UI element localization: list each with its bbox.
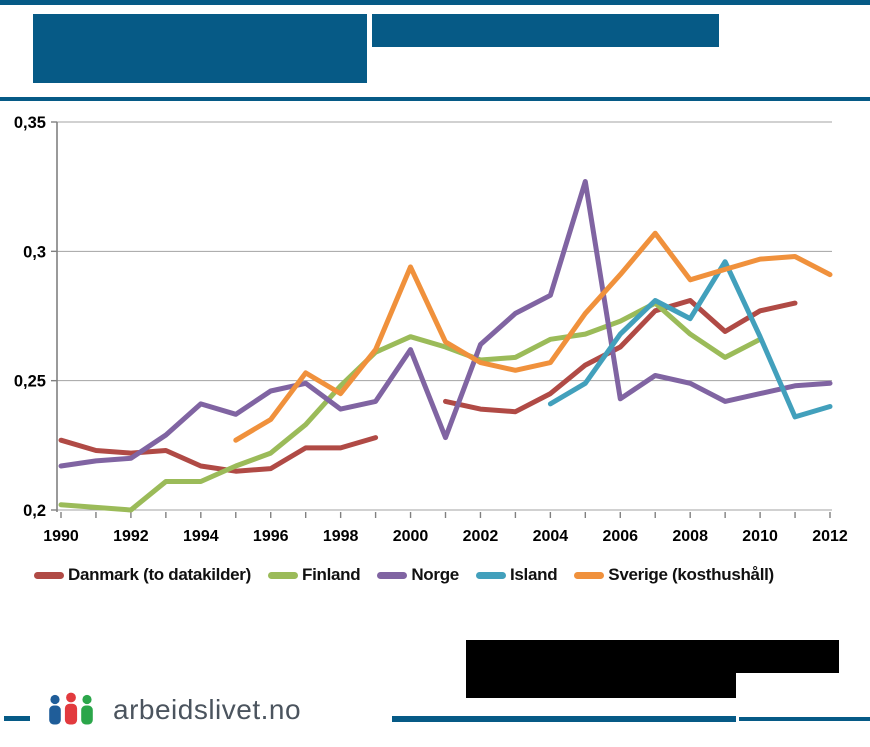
footer-divider-line-right xyxy=(739,717,870,721)
x-tick-label: 1998 xyxy=(323,528,359,545)
legend-swatch xyxy=(377,571,408,579)
legend-label: Sverige (kosthushåll) xyxy=(608,565,774,584)
legend-label: Island xyxy=(509,565,558,584)
legend-item-island: Island xyxy=(475,565,558,585)
legend-label: Danmark (to datakilder) xyxy=(68,565,251,584)
series-line-island xyxy=(547,259,833,420)
x-tick-label: 2012 xyxy=(812,528,848,545)
y-tick-label: 0,2 xyxy=(23,502,46,520)
x-tick-label: 2008 xyxy=(672,528,708,545)
x-tick-label: 2004 xyxy=(533,528,569,545)
y-tick-label: 0,35 xyxy=(14,114,46,132)
series-line-finland xyxy=(58,300,763,513)
legend-swatch xyxy=(574,571,605,579)
chart-legend: Danmark (to datakilder) Finland Norge Islan… xyxy=(34,565,854,585)
redacted-source-block-main xyxy=(466,640,736,698)
series-line-danmark-to-datakilder xyxy=(58,435,379,474)
footer-divider-line-left xyxy=(392,716,736,722)
legend-label: Norge xyxy=(411,565,459,584)
redacted-title-block-small xyxy=(372,14,719,47)
header-divider-line xyxy=(0,97,870,101)
y-tick-label: 0,25 xyxy=(14,373,46,391)
x-tick-label: 2002 xyxy=(463,528,499,545)
person-icon-blue xyxy=(49,694,61,725)
x-tick-label: 1996 xyxy=(253,528,289,545)
x-tick-label: 1992 xyxy=(113,528,149,545)
legend-item-sverige-kosthush-ll: Sverige (kosthushåll) xyxy=(574,565,774,585)
footer-logo-text: arbeidslivet.no xyxy=(113,694,302,725)
series-line-norge xyxy=(58,179,833,469)
top-border-bar xyxy=(0,0,870,5)
redacted-title-block-large xyxy=(33,14,367,83)
redacted-source-block-right xyxy=(736,640,839,673)
legend-item-danmark-to-datakilder: Danmark (to datakilder) xyxy=(34,565,251,585)
chart-svg: 0,35 0,3 0,25 0,2 1990 1992 1994 1996 1998 2000 20… xyxy=(14,114,848,545)
legend-swatch xyxy=(475,571,506,579)
arbeidslivet-people-icon xyxy=(49,692,93,725)
x-tick-label: 2000 xyxy=(393,528,429,545)
legend-swatch xyxy=(267,571,298,579)
legend-swatch xyxy=(34,571,64,579)
x-tick-label: 1994 xyxy=(183,528,219,545)
person-icon-green xyxy=(81,694,93,725)
x-tick-label: 2010 xyxy=(742,528,778,545)
series-line-sverige-kosthush-ll xyxy=(233,230,833,443)
legend-item-finland: Finland xyxy=(267,565,361,585)
y-tick-label: 0,3 xyxy=(23,243,46,261)
legend-item-norge: Norge xyxy=(377,565,459,585)
legend-label: Finland xyxy=(301,565,361,584)
series-line-danmark-to-datakilder xyxy=(443,298,798,415)
x-tick-label: 1990 xyxy=(43,528,79,545)
person-icon-red xyxy=(64,692,78,725)
x-tick-label: 2006 xyxy=(602,528,638,545)
footer-left-dash xyxy=(4,716,30,721)
